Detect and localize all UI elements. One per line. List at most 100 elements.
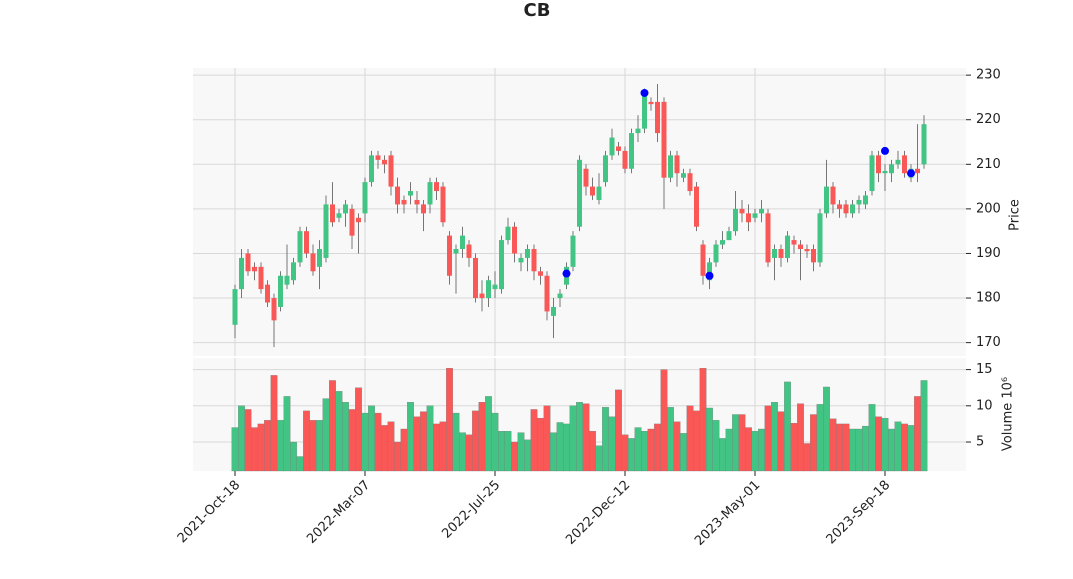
volume-bar	[634, 427, 642, 472]
volume-bar	[550, 432, 557, 472]
volume-bar	[875, 416, 882, 472]
volume-bar	[881, 417, 889, 472]
volume-bar	[641, 431, 648, 472]
y-tick-label: 220	[976, 112, 1001, 127]
volume-bar	[667, 407, 674, 472]
candle-body	[700, 244, 706, 276]
volume-bar	[342, 402, 349, 472]
candle-body	[252, 266, 257, 272]
volume-bar	[348, 409, 356, 472]
volume-bar	[303, 410, 310, 472]
volume-bar	[524, 439, 531, 472]
y-tick-label: 210	[976, 157, 1001, 172]
volume-bar	[764, 405, 772, 472]
volume-bar	[706, 407, 713, 472]
volume-bar	[329, 380, 336, 472]
volume-bar	[231, 427, 239, 472]
volume-bar	[517, 432, 525, 472]
volume-bar	[829, 418, 837, 472]
volume-bar	[238, 405, 245, 472]
y-tick-label: 200	[976, 201, 1001, 216]
candle-body	[356, 217, 361, 223]
volume-bar	[686, 405, 694, 472]
volume-bar	[914, 396, 921, 472]
candle-body	[258, 266, 264, 290]
candle-body	[388, 155, 394, 187]
volume-bar	[530, 409, 538, 472]
volume-bar	[647, 428, 655, 472]
volume-bar	[732, 414, 739, 472]
volume-bar	[543, 405, 551, 472]
volume-bar	[472, 410, 479, 472]
volume-bar	[511, 441, 518, 472]
volume-bar	[322, 398, 330, 472]
x-tick-label: 2022-Dec-12	[563, 478, 633, 548]
volume-bar	[244, 409, 252, 472]
volume-bar	[602, 407, 609, 472]
candle-body	[895, 159, 901, 165]
candle-body	[395, 186, 400, 205]
candle-body	[804, 249, 810, 252]
y-tick-label: 190	[976, 246, 1001, 261]
candle-body	[434, 182, 439, 192]
volume-bar	[387, 421, 395, 472]
volume-bar	[478, 402, 486, 472]
volume-bar	[693, 410, 700, 472]
candle-body	[583, 168, 589, 187]
candle-body	[759, 208, 764, 214]
volume-tick-label: 5	[976, 435, 984, 450]
candle-body	[284, 275, 290, 285]
volume-bar	[576, 402, 583, 472]
candle-body	[778, 249, 784, 258]
volume-bar	[355, 387, 362, 472]
candle-body	[239, 257, 244, 290]
candle-body	[707, 262, 712, 281]
volume-bar	[556, 422, 564, 472]
volume-bar	[784, 381, 791, 472]
candle-body	[635, 128, 641, 134]
candle-body	[512, 226, 517, 254]
candle-body	[531, 249, 537, 272]
candle-body	[687, 173, 693, 192]
candle-body	[453, 249, 459, 254]
volume-bar	[725, 428, 733, 472]
volume-bar	[790, 423, 798, 472]
candle-body	[297, 231, 303, 263]
candle-body	[323, 204, 329, 258]
candle-body	[557, 293, 563, 299]
candle-body	[603, 155, 608, 183]
candle-body	[622, 150, 628, 169]
candle-body	[466, 244, 472, 258]
candle-body	[694, 186, 699, 227]
candle-body	[362, 182, 368, 214]
chart-title: CB	[524, 0, 551, 21]
volume-bar	[816, 404, 824, 472]
candle-body	[817, 213, 823, 263]
candle-body	[570, 235, 576, 267]
volume-axis-label: Volume 10⁶	[1001, 377, 1016, 451]
volume-bar	[888, 428, 895, 472]
candle-body	[869, 155, 875, 192]
volume-bar	[654, 423, 661, 472]
candle-body	[317, 249, 322, 267]
y-axis-label: Price	[1008, 199, 1023, 231]
volume-bar	[563, 423, 570, 472]
candle-body	[629, 133, 634, 169]
volume-bar	[504, 431, 512, 472]
candle-body	[505, 226, 511, 241]
y-tick-label: 230	[976, 68, 1001, 83]
candle-body	[343, 204, 348, 214]
volume-bar	[277, 420, 284, 472]
candle-body	[655, 101, 660, 134]
candle-body	[447, 235, 452, 276]
candle-body	[850, 204, 855, 214]
y-tick-label: 170	[976, 335, 1001, 350]
volume-bar	[842, 423, 850, 472]
candle-body	[427, 182, 433, 205]
volume-bar	[595, 445, 603, 472]
volume-bar	[771, 402, 778, 472]
volume-bar	[426, 405, 434, 472]
volume-tick-label: 10	[976, 398, 993, 413]
candle-body	[765, 213, 771, 263]
